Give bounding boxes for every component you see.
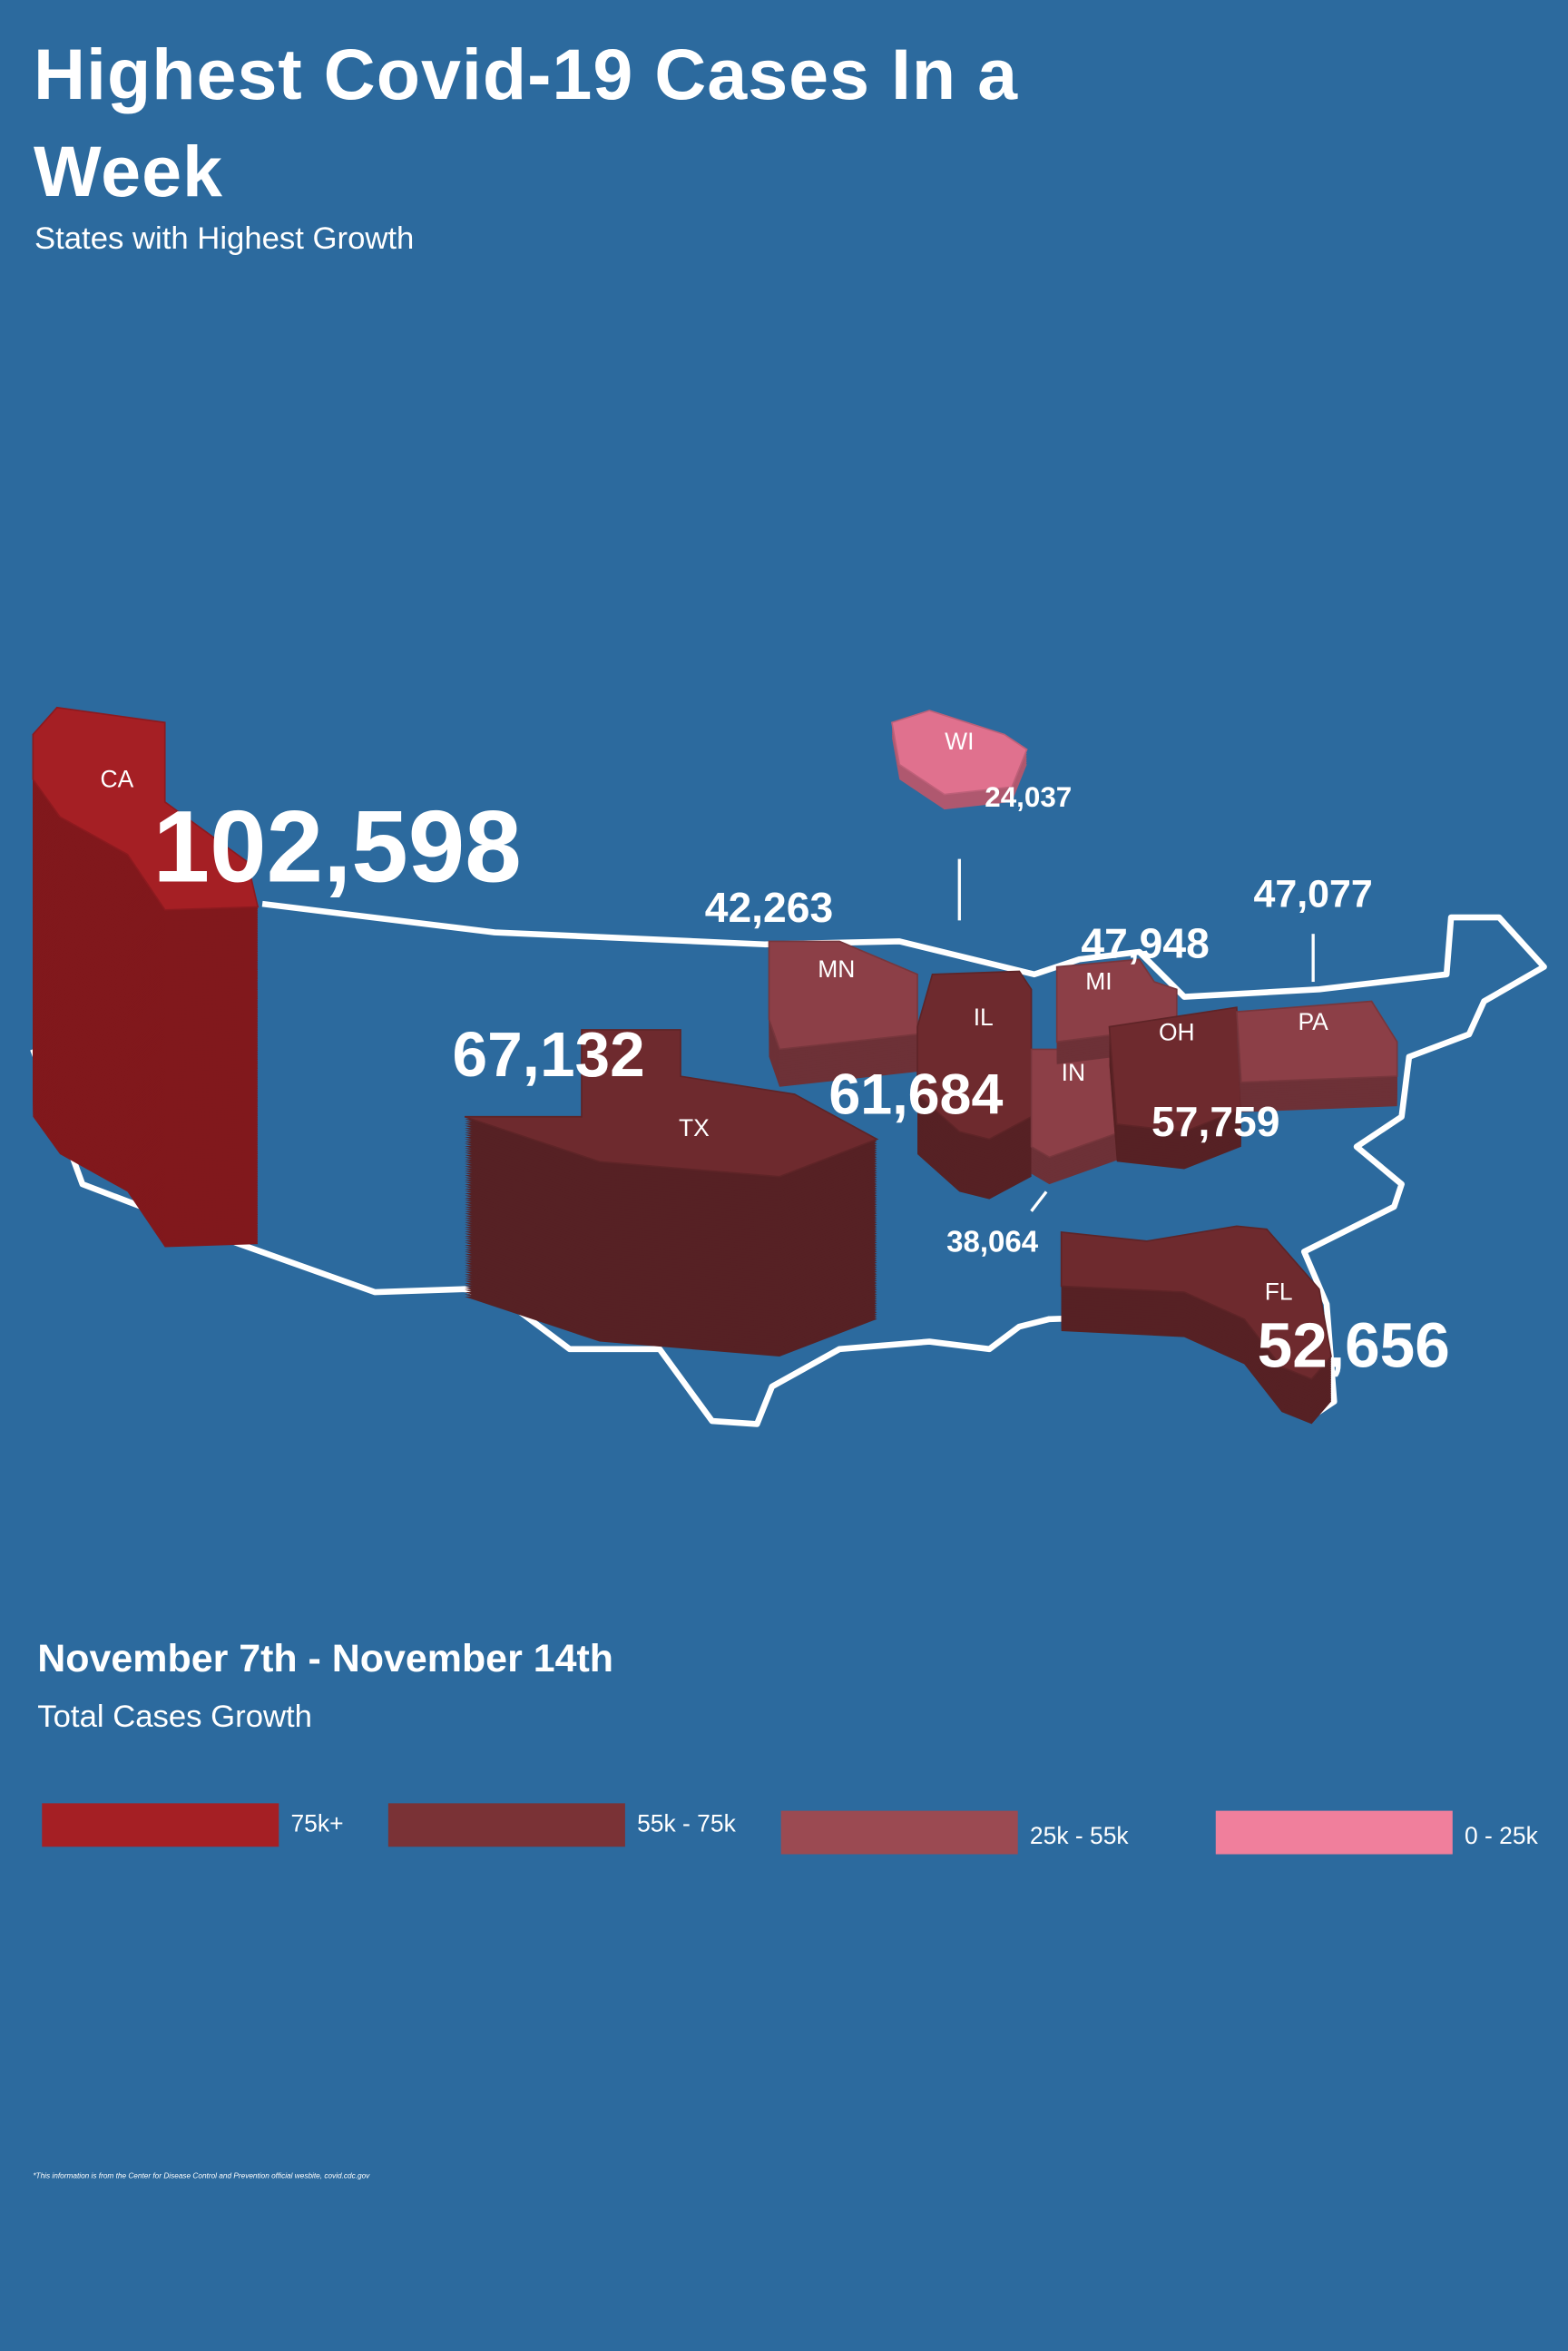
- title: Highest Covid-19 Cases In a Week: [34, 34, 1019, 211]
- state: [916, 970, 1033, 1200]
- state-code: MI: [1085, 967, 1112, 994]
- state-value: 102,598: [153, 789, 522, 903]
- legend-label: 0 - 25k: [1465, 1822, 1539, 1849]
- leader-line: [1030, 1190, 1048, 1212]
- state: [1236, 1000, 1398, 1112]
- state: [891, 710, 1028, 810]
- state-top: [1108, 1006, 1242, 1133]
- state-top: [891, 710, 1028, 796]
- legend-swatch: [387, 1803, 625, 1847]
- state-code: WI: [945, 728, 974, 755]
- subtitle: States with Highest Growth: [34, 221, 414, 256]
- state-value: 24,037: [985, 781, 1072, 813]
- state-top: [464, 1029, 879, 1178]
- state: [768, 940, 918, 1087]
- state-value: 42,263: [705, 884, 833, 931]
- legend-label: 55k - 75k: [637, 1810, 736, 1837]
- states: [32, 706, 1398, 1425]
- state-top: [1060, 1225, 1332, 1380]
- legend-subtitle: Total Cases Growth: [37, 1700, 312, 1734]
- legend-swatch: [780, 1810, 1018, 1855]
- legend-swatch: [42, 1803, 279, 1847]
- legend-label: 75k+: [290, 1810, 343, 1837]
- state-code: FL: [1265, 1278, 1293, 1305]
- state: [1108, 1006, 1242, 1170]
- state-value: 47,948: [1081, 920, 1209, 967]
- state-code: CA: [100, 765, 133, 792]
- legend: 75k+ 55k - 75k 25k - 55k 0 - 25k: [42, 1803, 1539, 1855]
- legend-title: November 7th - November 14th: [37, 1637, 613, 1680]
- footnote: *This information is from the Center for…: [33, 2171, 370, 2180]
- state-top: [916, 970, 1033, 1141]
- state-code: TX: [679, 1114, 710, 1141]
- legend-swatch: [1215, 1810, 1453, 1855]
- state-value: 47,077: [1253, 872, 1372, 916]
- state: [464, 1029, 879, 1357]
- state-top: [32, 706, 260, 911]
- state-code: IL: [974, 1004, 994, 1031]
- state-value: 38,064: [946, 1225, 1039, 1259]
- state-value: 61,684: [828, 1063, 1003, 1126]
- state-value: 57,759: [1152, 1098, 1279, 1145]
- state-labels: CA 102,598 TX 67,132 MN 42,263 WI 24,037 IL 61,68…: [100, 728, 1449, 1381]
- state: [32, 706, 260, 1248]
- state-code: OH: [1159, 1018, 1195, 1045]
- state-value: 52,656: [1258, 1310, 1450, 1381]
- state: [1030, 1048, 1122, 1185]
- legend-label: 25k - 55k: [1030, 1822, 1129, 1849]
- state-value: 67,132: [453, 1019, 645, 1090]
- state-code: MN: [818, 955, 855, 983]
- state-code: IN: [1062, 1059, 1085, 1086]
- state-top: [1236, 1000, 1398, 1083]
- state: [1060, 1225, 1332, 1425]
- state-code: PA: [1298, 1008, 1329, 1035]
